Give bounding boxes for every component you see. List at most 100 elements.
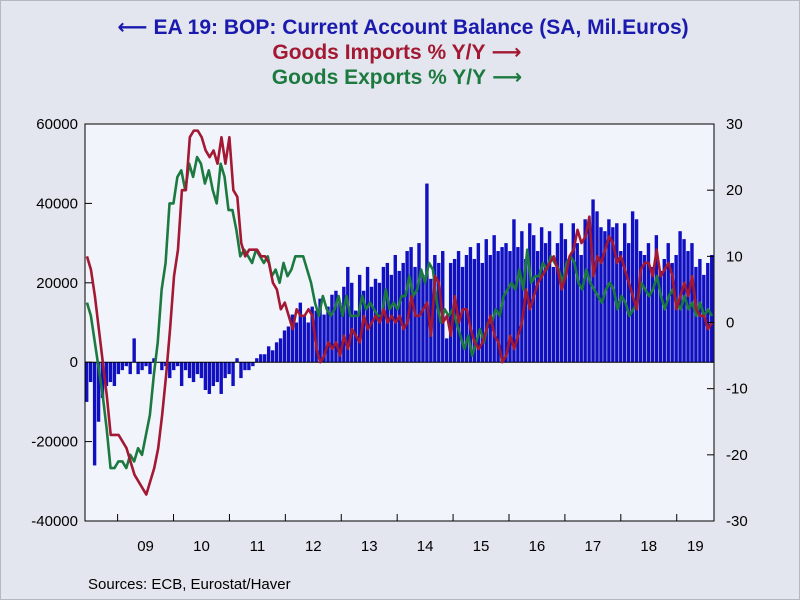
ca-bar (615, 223, 619, 363)
ca-bar (290, 314, 295, 363)
ca-bar (255, 358, 259, 363)
ca-bar (100, 362, 105, 398)
ca-bar (207, 362, 212, 394)
ca-bar (211, 362, 215, 387)
ca-bar (646, 243, 651, 363)
ca-bar (710, 255, 714, 363)
ca-bar (144, 362, 148, 367)
ca-bar (338, 302, 342, 363)
x-tick-label: 15 (473, 538, 490, 555)
ca-bar (215, 362, 219, 383)
ca-bar (247, 362, 251, 371)
ca-bar (179, 362, 184, 387)
ca-bar (302, 314, 306, 363)
ca-bar (96, 362, 101, 422)
ca-bar (650, 266, 655, 363)
ca-bar (393, 255, 397, 363)
ca-bar (623, 223, 627, 363)
ca-bar (175, 362, 180, 367)
right-tick-label: 0 (726, 315, 734, 332)
ca-bar (642, 255, 647, 363)
ca-bar (298, 302, 303, 363)
ca-bar (524, 258, 528, 363)
ca-bar (235, 358, 239, 363)
ca-bar (187, 362, 192, 379)
exports-line (85, 155, 714, 470)
ca-bar (405, 251, 409, 363)
ca-bar (595, 211, 599, 363)
x-tick-label: 12 (305, 538, 322, 555)
x-tick-label: 09 (137, 538, 154, 555)
ca-bar (634, 219, 639, 363)
ca-bar (599, 227, 603, 363)
ca-bar (496, 251, 500, 363)
right-tick-label: -30 (726, 513, 748, 530)
ca-bar (373, 278, 378, 363)
ca-bar (480, 262, 484, 363)
ca-bar (152, 358, 156, 363)
ca-bar (626, 243, 631, 363)
ca-bar (417, 243, 421, 363)
x-tick-label: 17 (585, 538, 602, 555)
x-tick-label: 14 (417, 538, 434, 555)
ca-bar (274, 342, 279, 363)
ca-bar (266, 346, 271, 363)
legend-exports-label: Goods Exports % Y/Y (271, 66, 487, 89)
ca-bar (310, 306, 314, 363)
x-tick-label: 19 (687, 538, 704, 555)
ca-bar (278, 338, 283, 363)
legend-current-account: ⟵ EA 19: BOP: Current Account Balance (SA… (0, 16, 800, 40)
right-tick-label: -10 (726, 381, 748, 398)
ca-bar (555, 243, 560, 363)
right-tick-label: -20 (726, 447, 748, 464)
ca-bar (322, 314, 326, 363)
ca-bar (172, 362, 176, 371)
ca-bar (88, 362, 93, 383)
imports-line (85, 129, 714, 496)
ca-bar (504, 243, 508, 363)
ca-bar (132, 338, 136, 363)
ca-bar (318, 298, 322, 363)
ca-bar (433, 255, 437, 363)
ca-bar (263, 354, 267, 363)
right-tick-label: 30 (726, 116, 743, 133)
ca-bar (148, 362, 152, 375)
ca-bar (520, 231, 524, 363)
ca-bar (92, 362, 97, 466)
ca-bar (183, 362, 188, 371)
ca-bar (611, 227, 615, 363)
ca-bar (591, 199, 595, 363)
ca-bar (108, 362, 113, 383)
ca-bar (638, 251, 643, 363)
ca-bar (203, 362, 208, 390)
ca-bar (124, 362, 128, 367)
ca-bar (579, 255, 583, 363)
ca-bar (484, 239, 488, 363)
ca-bar (168, 362, 172, 379)
ca-bar (654, 235, 659, 363)
legend-current-account-label: EA 19: BOP: Current Account Balance (SA,… (153, 16, 689, 39)
left-tick-label: 20000 (36, 275, 78, 292)
ca-bar (199, 362, 204, 379)
ca-bar (658, 270, 663, 363)
ca-bar (128, 362, 132, 375)
ca-bar (662, 258, 666, 363)
ca-bar (516, 247, 520, 363)
ca-bar (306, 322, 310, 363)
ca-bar (547, 231, 552, 363)
ca-bar (227, 362, 231, 375)
ca-bar (551, 266, 556, 363)
ca-bar (346, 266, 350, 363)
ca-bar (223, 362, 227, 379)
ca-bar (421, 274, 425, 363)
ca-bar (472, 258, 477, 363)
ca-bar (251, 362, 255, 367)
ca-bar (666, 243, 670, 363)
ca-bar (342, 286, 346, 363)
ca-bar (286, 326, 291, 363)
left-tick-label: 60000 (36, 116, 78, 133)
legend-imports-label: Goods Imports % Y/Y (272, 41, 486, 64)
ca-bar (607, 219, 611, 363)
ca-bar (456, 251, 461, 363)
